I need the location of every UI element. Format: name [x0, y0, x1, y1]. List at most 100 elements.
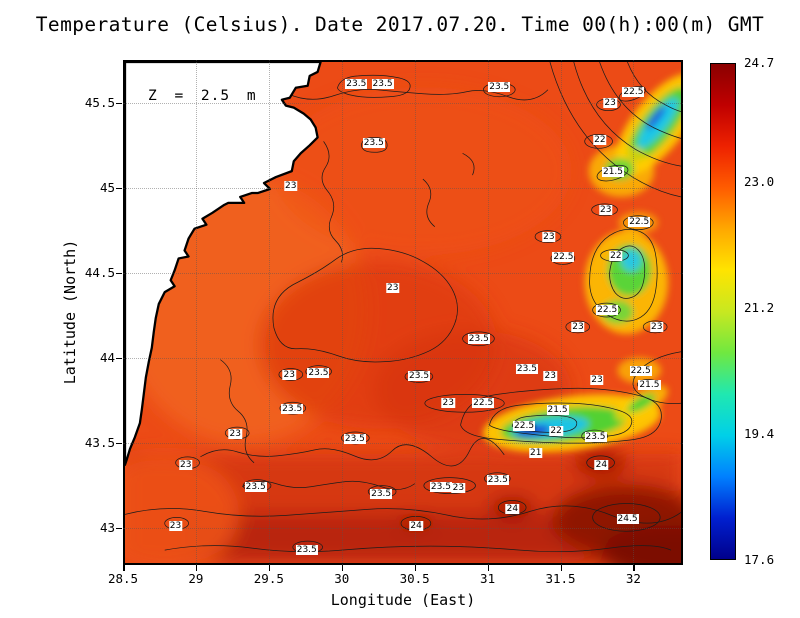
contour-label: 23.5	[370, 488, 393, 499]
contour-label: 23.5	[371, 78, 394, 89]
figure-title: Temperature (Celsius). Date 2017.07.20. …	[35, 13, 765, 36]
x-tick-label: 30.5	[399, 571, 430, 586]
contour-label: 22	[593, 134, 607, 145]
x-gridline	[414, 60, 416, 565]
x-tick-mark	[341, 565, 344, 571]
x-tick-label: 31	[480, 571, 496, 586]
x-tick-mark	[195, 565, 198, 571]
y-tick-mark	[116, 442, 122, 445]
contour-label: 23.5	[345, 78, 368, 89]
y-tick-label: 44	[99, 349, 115, 365]
x-tick-label: 30	[334, 571, 350, 586]
x-tick-label: 29.5	[253, 571, 284, 586]
contour-label: 23	[542, 231, 556, 242]
contour-label: 23	[228, 429, 243, 440]
contour-label: 23.5	[515, 364, 538, 375]
contour-label: 22	[549, 425, 563, 436]
y-tick-label: 43	[99, 519, 115, 535]
y-tick-mark	[116, 272, 122, 275]
contour-label: 23	[650, 321, 664, 332]
contour-label: 23	[441, 398, 455, 409]
x-tick-mark	[633, 565, 635, 571]
contour-label: 23	[178, 459, 193, 470]
x-gridline	[341, 60, 343, 565]
x-gridline	[633, 60, 635, 565]
x-tick-label: 29	[188, 571, 204, 586]
colorbar-tick-label: 24.7	[744, 55, 775, 70]
contour-label: 23	[282, 369, 296, 380]
colorbar-gradient	[711, 64, 735, 559]
x-gridline	[195, 60, 197, 565]
contour-label: 23	[386, 282, 400, 293]
depth-annotation: Z = 2.5 m	[148, 88, 257, 104]
y-gridline	[123, 357, 683, 359]
x-tick-label: 32	[625, 571, 641, 586]
contour-label: 23.5	[408, 371, 431, 382]
contour-label: 23.5	[281, 403, 304, 414]
contour-label: 21.5	[601, 167, 625, 178]
contour-label: 21	[528, 447, 543, 458]
contour-label: 22.5	[472, 398, 495, 409]
x-tick-mark	[268, 565, 271, 571]
contour-label: 24	[594, 459, 609, 470]
colorbar-tick-label: 19.4	[744, 426, 775, 441]
y-gridline	[123, 187, 683, 189]
contour-label: 23.5	[307, 367, 330, 378]
x-tick-mark	[560, 565, 562, 571]
x-tick-label: 31.5	[545, 571, 576, 586]
contour-label: 23	[598, 204, 613, 215]
x-tick-mark	[487, 565, 490, 571]
contour-label: 23.5	[362, 138, 385, 149]
colorbar-tick-label: 23.0	[744, 174, 775, 189]
contour-label: 23	[283, 180, 298, 191]
contour-label: 23.5	[486, 474, 509, 485]
x-gridline	[487, 60, 489, 565]
contour-label: 23.5	[295, 544, 318, 555]
contour-label: 23.5	[584, 432, 607, 443]
contour-label: 23.5	[488, 82, 511, 93]
y-tick-mark	[116, 527, 122, 530]
y-tick-label: 45	[99, 179, 115, 195]
contour-label: 23	[168, 520, 183, 531]
temperature-field-canvas	[125, 62, 681, 563]
y-gridline	[123, 102, 683, 104]
y-tick-mark	[116, 357, 122, 360]
y-gridline	[123, 272, 683, 274]
contour-label: 22.5	[629, 366, 652, 377]
contour-label: 21.5	[546, 405, 569, 416]
land-mask-coastline	[125, 62, 322, 466]
map-plot-area	[123, 60, 683, 565]
contour-label: 23.5	[467, 333, 490, 344]
x-axis-title: Longitude (East)	[330, 591, 476, 609]
y-gridline	[123, 527, 683, 529]
contour-label: 23	[571, 321, 585, 332]
x-tick-label: 28.5	[107, 571, 139, 586]
colorbar-tick-label: 21.2	[744, 300, 775, 315]
contour-label: 24	[505, 503, 520, 514]
x-gridline	[560, 60, 562, 565]
contour-lines	[125, 62, 681, 554]
x-tick-mark	[123, 565, 125, 571]
y-tick-mark	[116, 102, 122, 104]
contour-label: 21.5	[638, 379, 661, 390]
contour-label: 22.5	[513, 420, 536, 431]
y-tick-label: 45.5	[84, 94, 115, 110]
contour-label: 23	[603, 97, 617, 108]
y-tick-mark	[116, 187, 122, 190]
contour-label: 23	[543, 371, 558, 382]
contour-label: 23.5	[429, 481, 452, 492]
y-tick-label: 43.5	[84, 434, 115, 450]
x-gridline	[268, 60, 270, 565]
y-gridline	[123, 442, 683, 444]
x-tick-mark	[414, 565, 417, 571]
contour-label: 22	[609, 250, 623, 261]
contour-label: 22.5	[628, 216, 651, 227]
contour-label: 22.5	[622, 87, 645, 98]
colorbar-tick-label: 17.6	[744, 552, 775, 567]
contour-label: 23.5	[244, 481, 267, 492]
contour-label: 23	[451, 483, 466, 494]
contour-label: 23.5	[343, 434, 366, 445]
contour-label: 22.5	[552, 252, 575, 263]
contour-label: 24.5	[616, 514, 639, 525]
